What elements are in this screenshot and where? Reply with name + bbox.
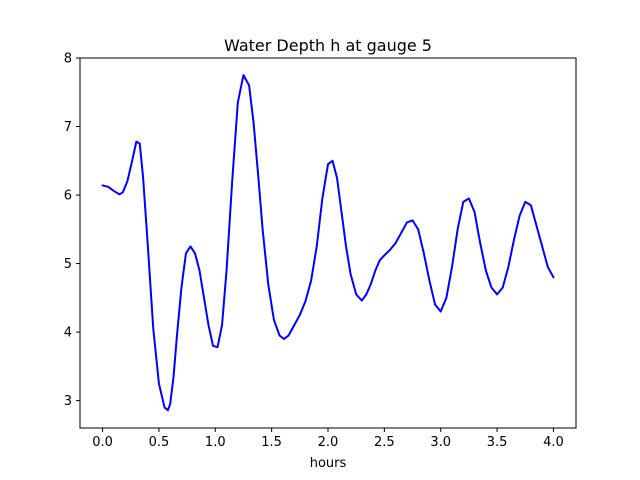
y-tick-label: 8 <box>64 52 72 67</box>
series-line <box>101 74 555 412</box>
y-tick-label: 4 <box>64 326 72 341</box>
y-tick-label: 6 <box>64 189 72 204</box>
chart-title: Water Depth h at gauge 5 <box>224 36 432 55</box>
y-tick-label: 3 <box>64 394 72 409</box>
x-axis-label: hours <box>310 456 347 471</box>
x-tick-label: 1.0 <box>205 435 226 450</box>
x-axis-ticks: 0.0 0.5 1.0 1.5 2.0 2.5 3.0 3.5 4.0 <box>92 428 564 450</box>
x-tick-label: 4.0 <box>543 435 564 450</box>
y-tick-label: 5 <box>64 257 72 272</box>
x-tick-label: 0.5 <box>149 435 170 450</box>
x-tick-label: 3.5 <box>487 435 508 450</box>
y-tick-label: 7 <box>64 120 72 135</box>
x-tick-label: 2.0 <box>318 435 339 450</box>
y-axis-ticks: 3 4 5 6 7 8 <box>64 52 80 409</box>
x-tick-label: 3.0 <box>430 435 451 450</box>
plot-area-frame <box>79 57 577 429</box>
x-tick-label: 0.0 <box>92 435 113 450</box>
x-tick-label: 1.5 <box>261 435 282 450</box>
x-tick-label: 2.5 <box>374 435 395 450</box>
